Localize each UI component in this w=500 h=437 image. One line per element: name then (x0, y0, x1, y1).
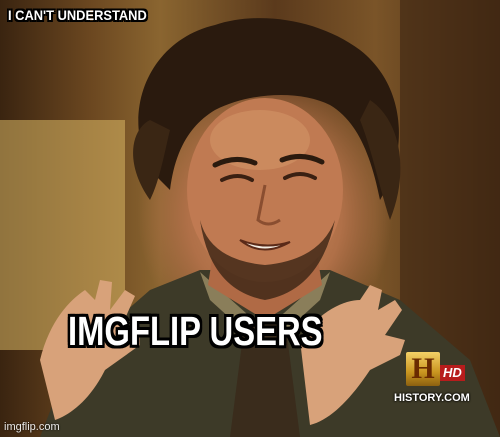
wild-hair (138, 18, 399, 200)
left-brow (212, 157, 258, 168)
imgflip-watermark: imgflip.com (4, 421, 60, 433)
mouth (239, 239, 291, 251)
left-eye (220, 174, 254, 182)
history-h-letter: H (406, 352, 440, 386)
left-hand (40, 280, 140, 420)
necktie (230, 320, 300, 437)
nose (256, 184, 281, 226)
right-brow (279, 154, 325, 165)
history-site-label: HISTORY.COM (394, 392, 470, 404)
hair-right-flare (360, 100, 401, 220)
history-channel-logo: H HD HISTORY.COM (392, 350, 482, 412)
meme-top-caption: I CAN'T UNDERSTAND (8, 7, 147, 23)
hd-badge: HD (440, 365, 465, 381)
right-eye (283, 172, 317, 180)
meme-bottom-caption: IMGFLIP USERS (68, 308, 323, 354)
forehead-highlight (210, 110, 310, 170)
hair-left-flare (133, 120, 170, 200)
right-hand (300, 285, 405, 425)
beard (200, 220, 335, 300)
